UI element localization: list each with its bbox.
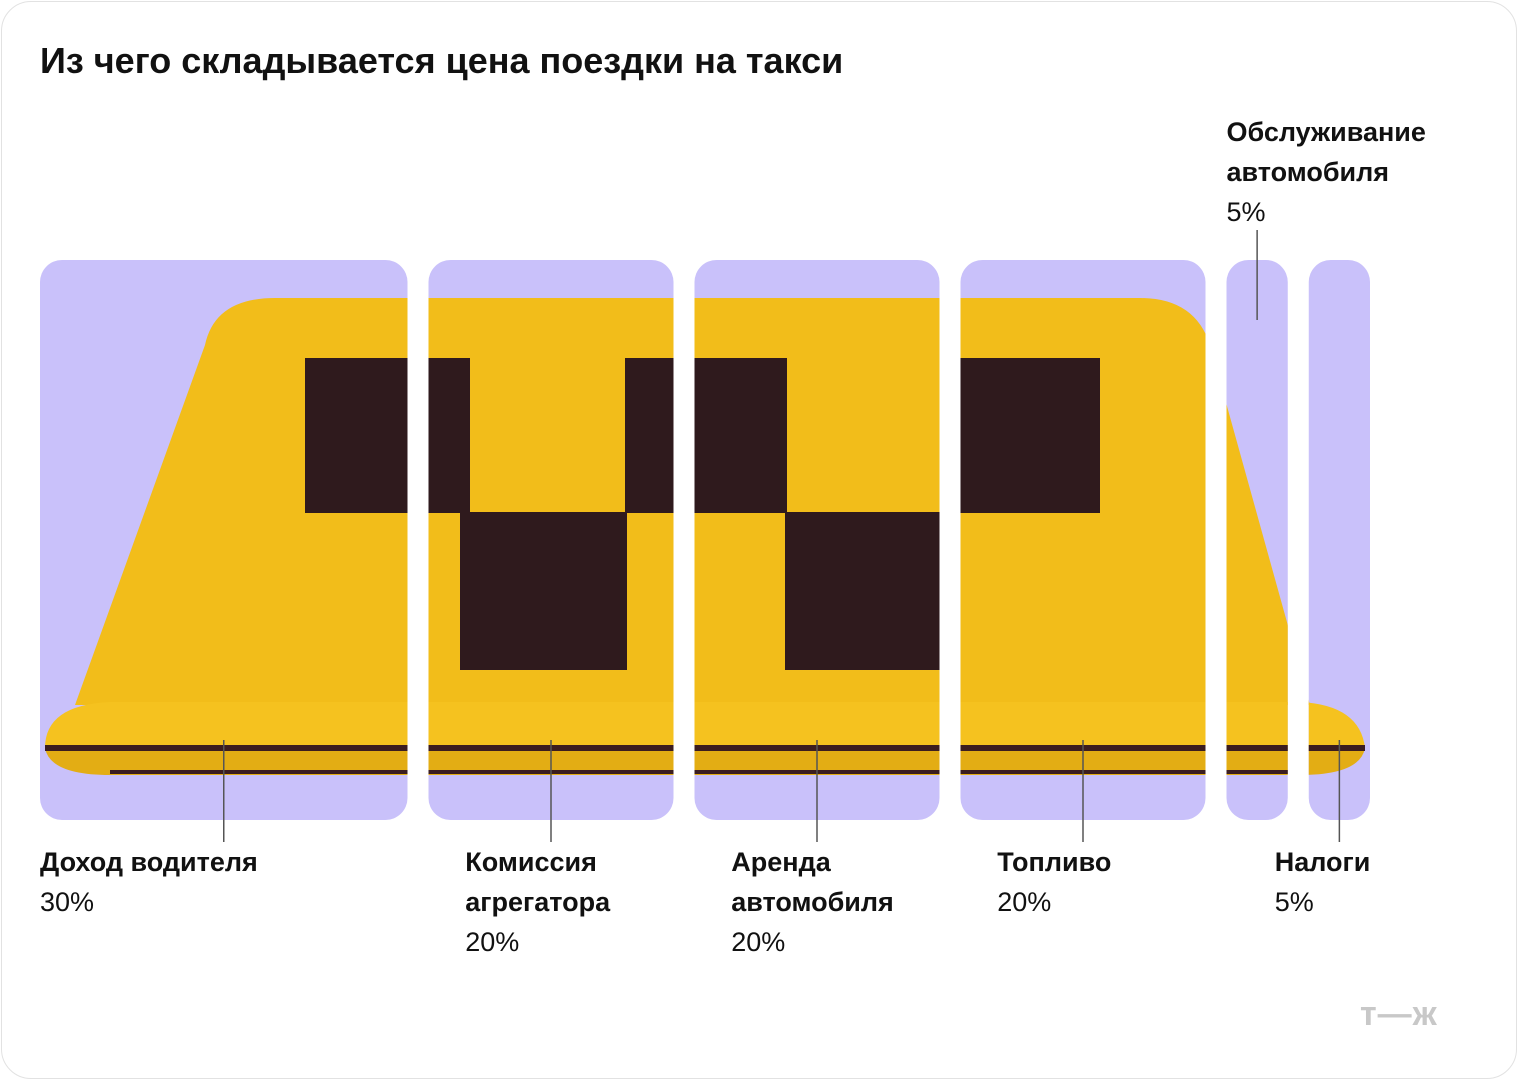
segment-label: Топливо 20% [997,842,1187,922]
category-label: Обслуживание автомобиля [1226,117,1426,187]
taxi-sign [45,298,1365,775]
category-label: Топливо [997,847,1112,877]
category-label: Налоги [1274,847,1371,877]
brand-logo: т—ж [1360,995,1438,1033]
segment-label: Доход водителя 30% [40,842,360,922]
value-label: 30% [40,887,95,917]
segment-label: Налоги 5% [1275,842,1465,922]
segment-label: Аренда автомобиля 20% [731,842,921,962]
chart-title: Из чего складывается цена поездки на так… [40,40,844,81]
value-label: 20% [731,927,786,957]
category-label: Аренда автомобиля [731,847,894,917]
value-label: 20% [465,927,520,957]
category-label: Комиссия агрегатора [465,847,611,917]
segment-label: Комиссия агрегатора 20% [465,842,655,962]
segment [1308,260,1370,820]
segment-label: Обслуживание автомобиля 5% [1227,112,1467,232]
value-label: 5% [1226,197,1266,227]
value-label: 5% [1274,887,1314,917]
value-label: 20% [997,887,1052,917]
category-label: Доход водителя [40,847,258,877]
